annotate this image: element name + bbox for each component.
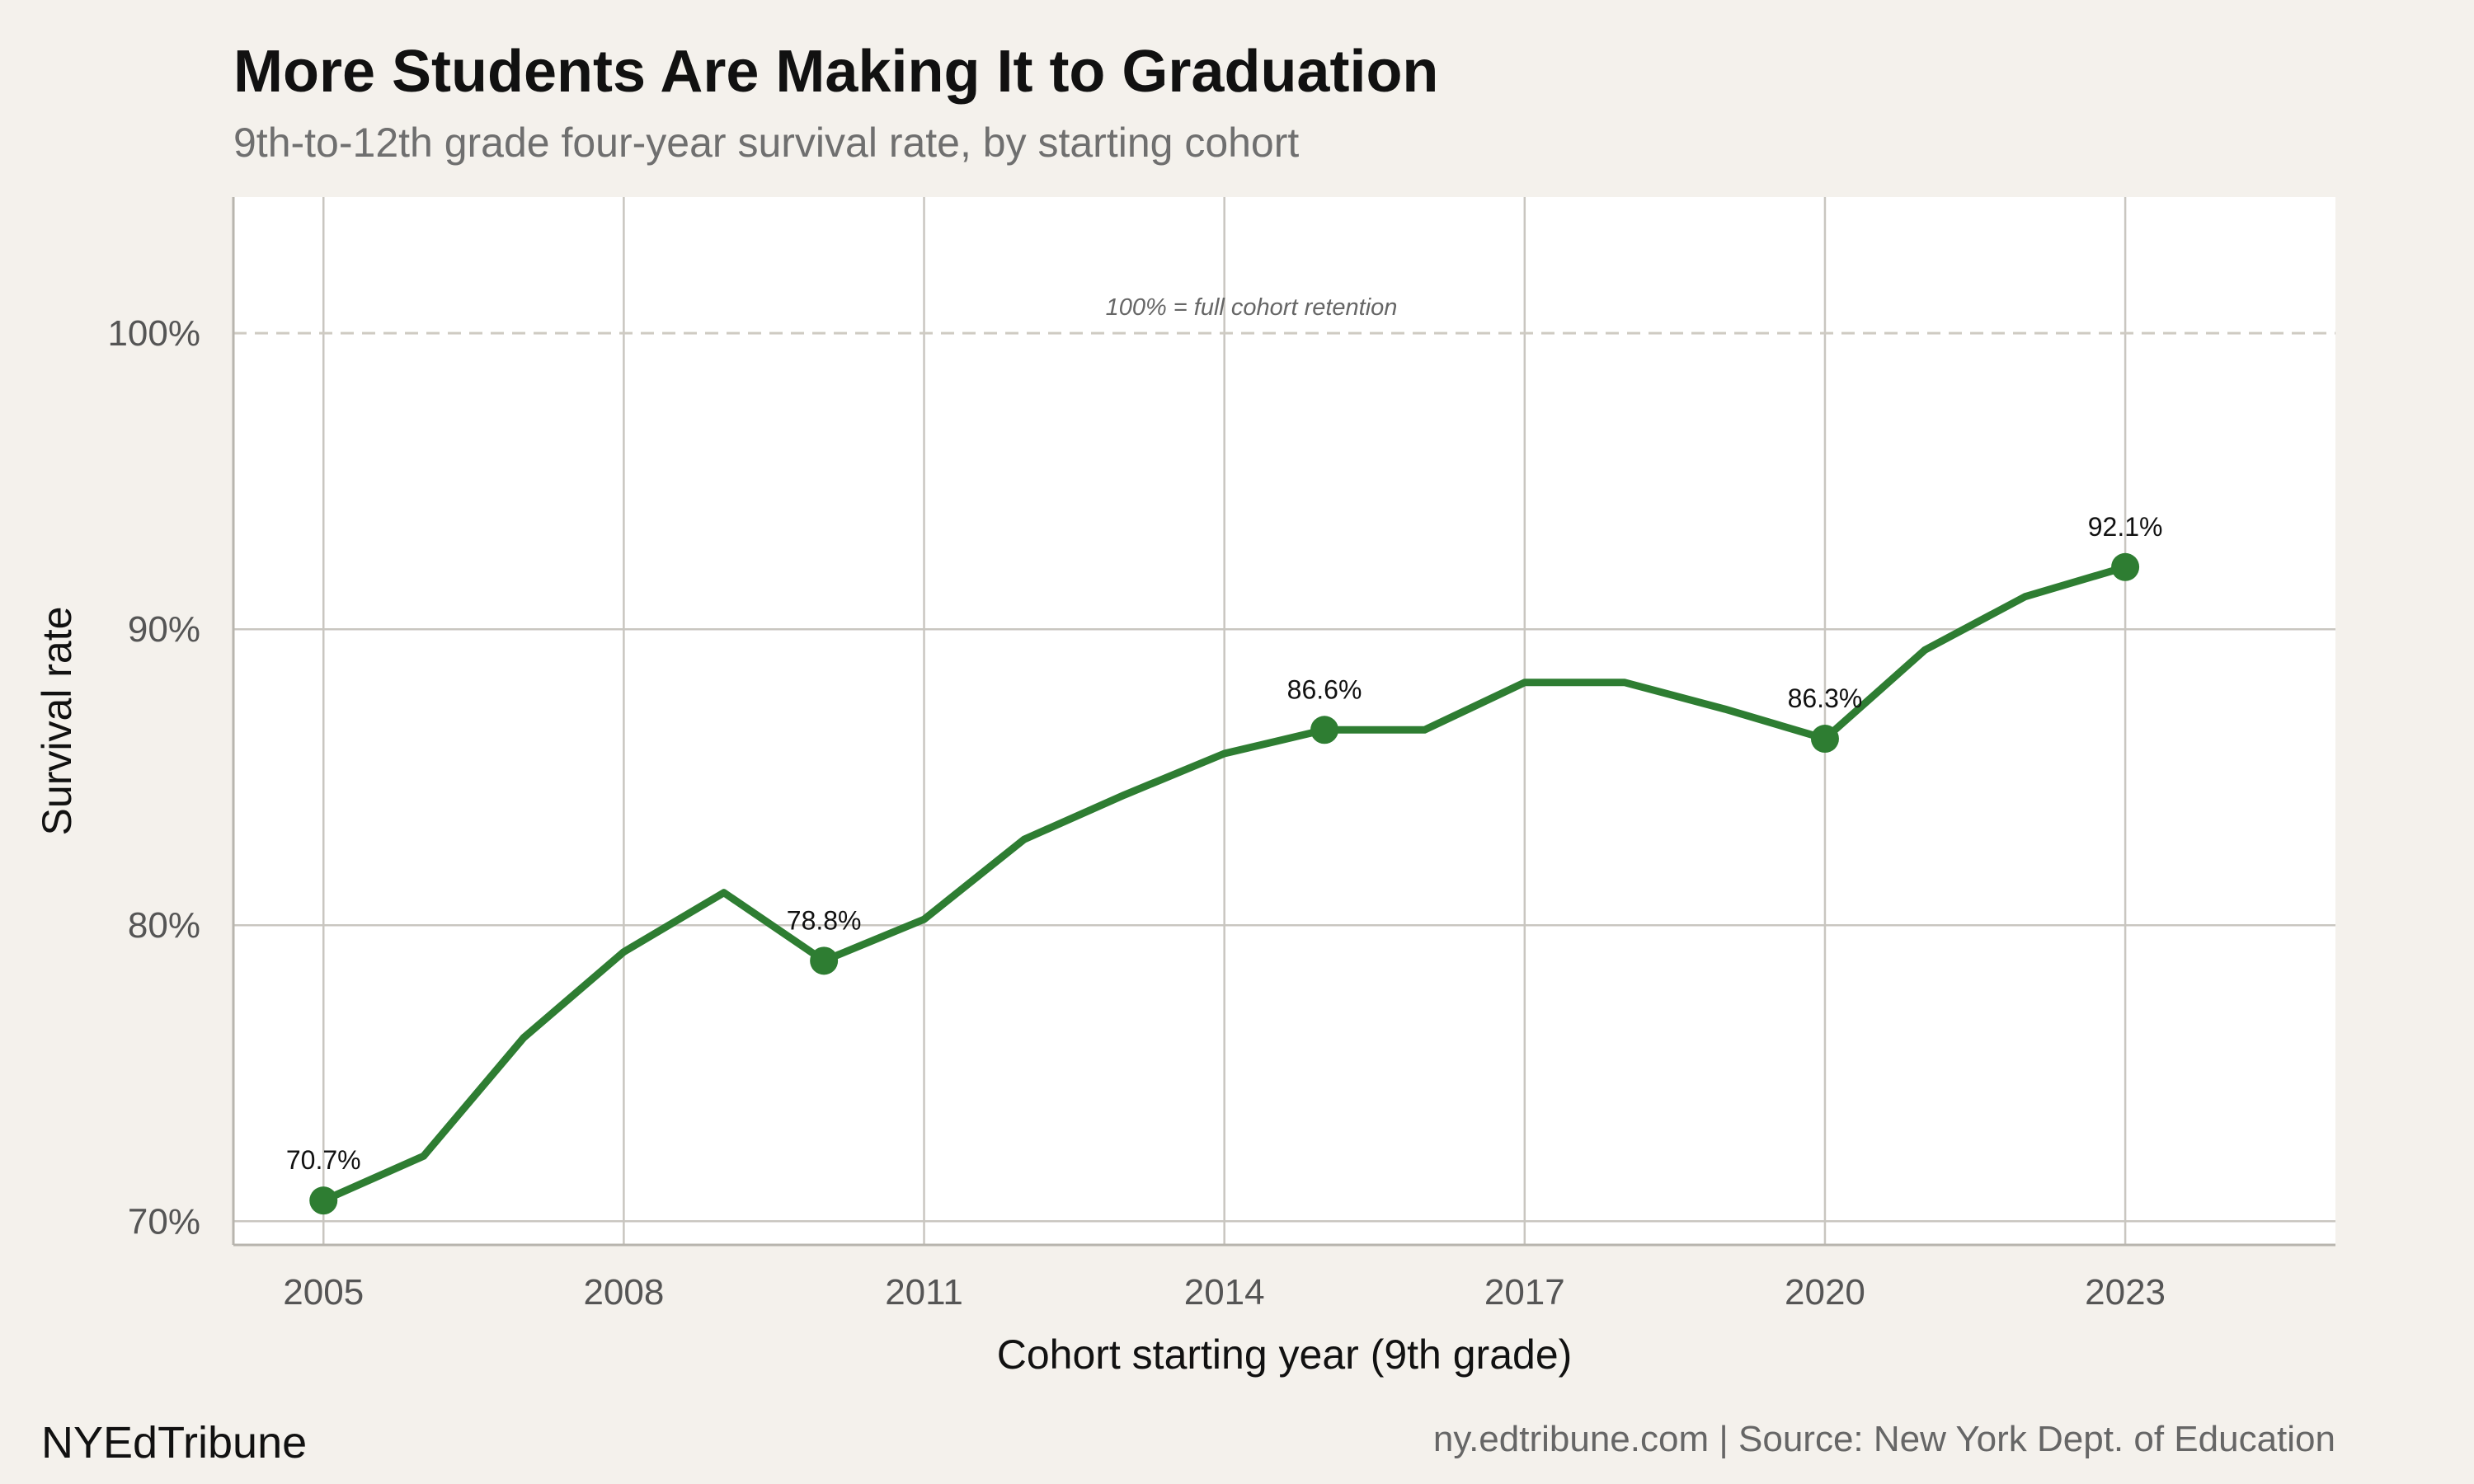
chart-title: More Students Are Making It to Graduatio… <box>233 39 1438 105</box>
y-tick-label-70: 70% <box>128 1201 200 1242</box>
y-tick-label-90: 90% <box>128 609 200 650</box>
data-point-2023 <box>2111 552 2140 581</box>
x-tick-label-2014: 2014 <box>1184 1272 1265 1313</box>
data-label-2010: 78.8% <box>787 905 862 935</box>
data-point-2020 <box>1810 725 1839 754</box>
y-tick-label-80: 80% <box>128 905 200 946</box>
data-label-2005: 70.7% <box>286 1145 361 1175</box>
data-point-2015 <box>1310 716 1339 744</box>
y-tick-label-100: 100% <box>107 313 200 354</box>
x-tick-labels: 2005 2008 2011 2014 2017 2020 2023 <box>283 1272 2166 1313</box>
data-label-2023: 92.1% <box>2088 512 2163 542</box>
x-tick-label-2020: 2020 <box>1785 1272 1865 1313</box>
chart-subtitle: 9th-to-12th grade four-year survival rat… <box>233 120 1299 166</box>
x-tick-label-2023: 2023 <box>2085 1272 2166 1313</box>
data-point-2005 <box>309 1186 338 1215</box>
x-tick-label-2008: 2008 <box>583 1272 664 1313</box>
brand-logo-text: NYEdTribune <box>41 1418 307 1468</box>
plot-panel <box>233 197 2335 1245</box>
data-label-2015: 86.6% <box>1287 674 1362 704</box>
x-tick-label-2017: 2017 <box>1484 1272 1565 1313</box>
x-gridlines <box>322 197 2127 1245</box>
reference-line-label: 100% = full cohort retention <box>1106 294 1398 321</box>
x-axis-title: Cohort starting year (9th grade) <box>997 1331 1573 1378</box>
source-caption: ny.edtribune.com | Source: New York Dept… <box>1433 1419 2335 1459</box>
highlighted-points <box>309 552 2140 1215</box>
data-point-2010 <box>810 946 839 975</box>
data-labels: 70.7% 78.8% 86.6% 86.3% 92.1% <box>286 512 2163 1175</box>
y-gridlines <box>233 627 2335 1223</box>
y-axis-title: Survival rate <box>34 607 80 836</box>
x-tick-label-2005: 2005 <box>283 1272 364 1313</box>
data-label-2020: 86.3% <box>1788 683 1863 713</box>
y-tick-labels: 70% 80% 90% 100% <box>107 313 200 1242</box>
x-tick-label-2011: 2011 <box>885 1272 963 1313</box>
